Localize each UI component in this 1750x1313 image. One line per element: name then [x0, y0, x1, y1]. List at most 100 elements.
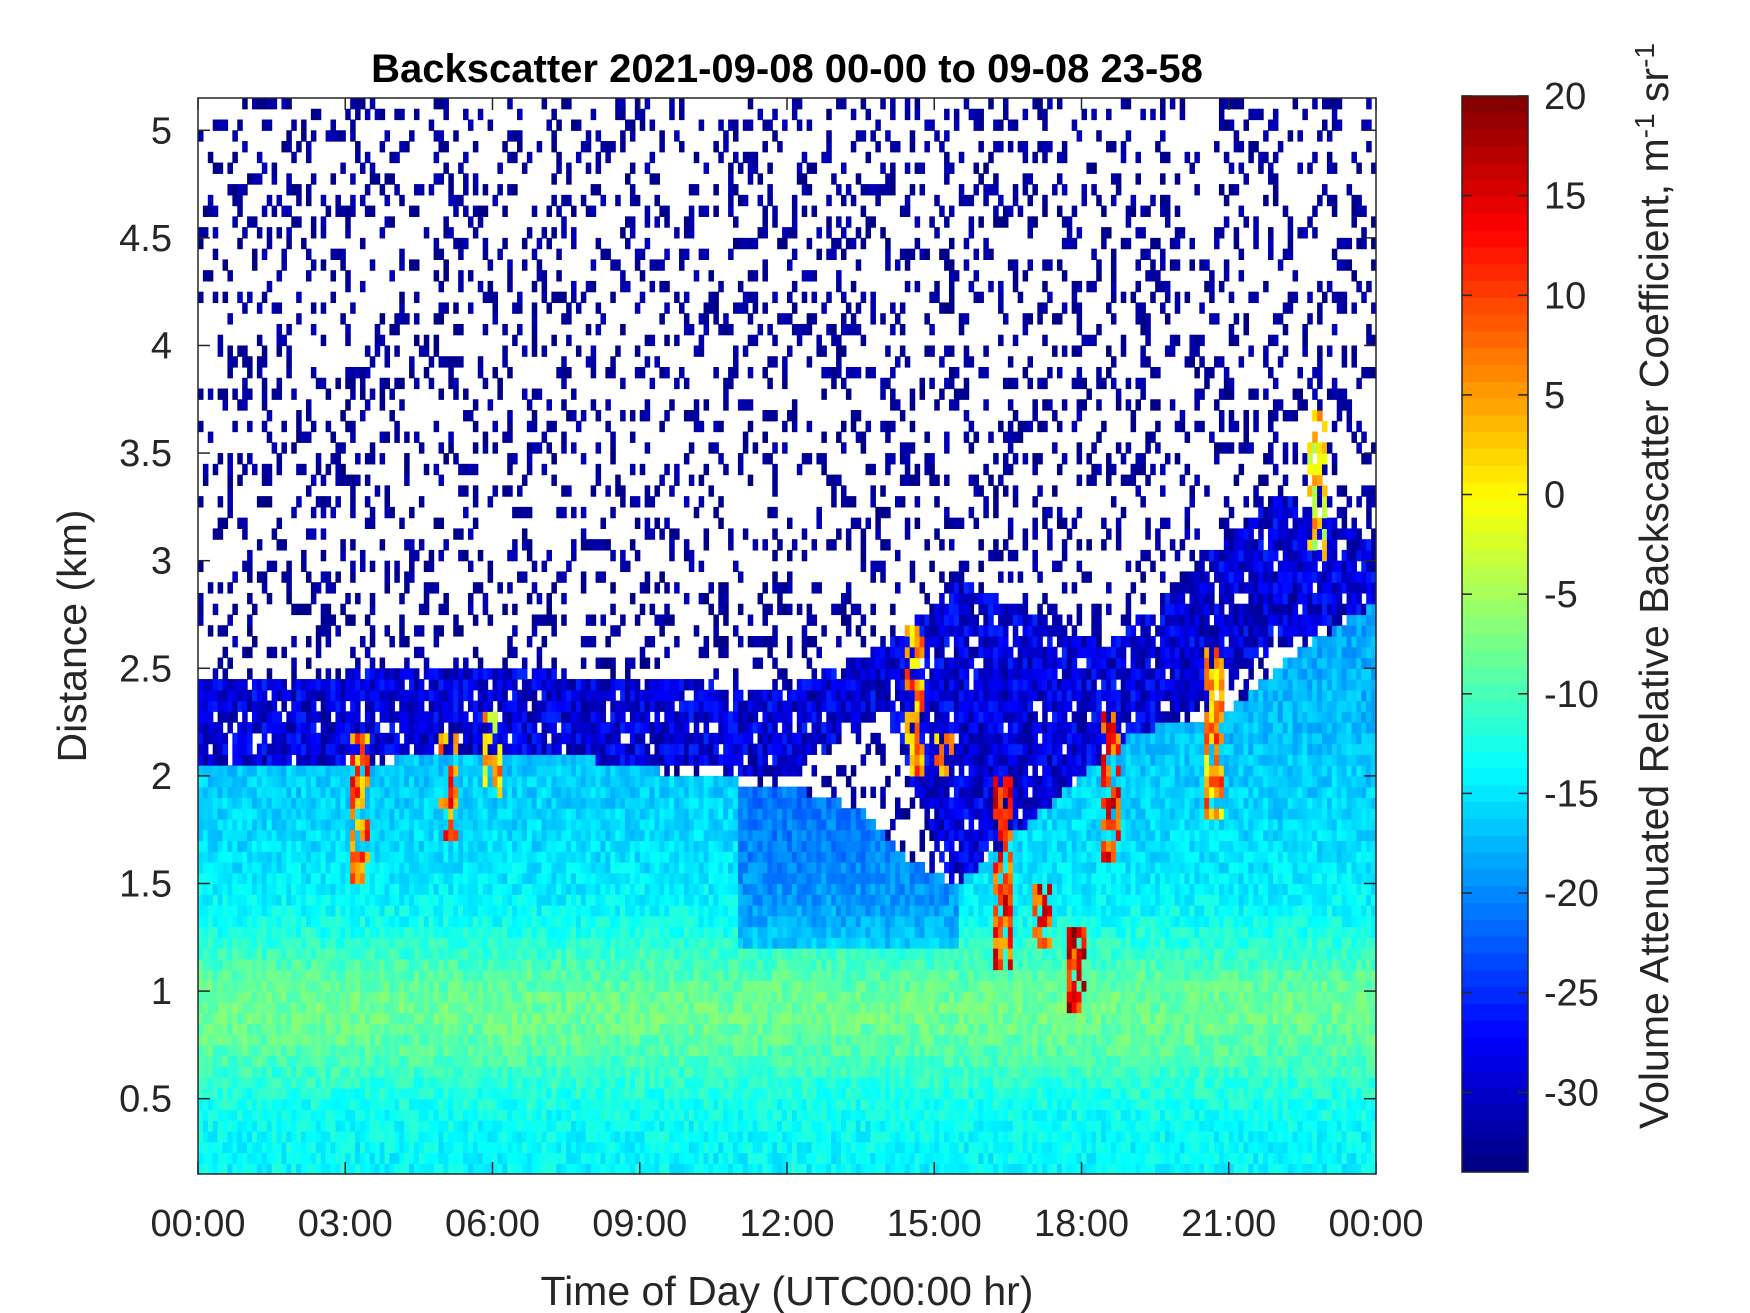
- heatmap-cell: [605, 786, 611, 798]
- heatmap-cell: [291, 216, 297, 228]
- heatmap-cell: [467, 1163, 474, 1174]
- heatmap-cell: [561, 689, 567, 702]
- heatmap-cell: [404, 743, 410, 755]
- heatmap-cell: [212, 1034, 219, 1046]
- heatmap-cell: [291, 1109, 297, 1121]
- heatmap-cell: [428, 872, 435, 885]
- heatmap-cell: [605, 958, 611, 971]
- heatmap-cell: [595, 1001, 602, 1014]
- heatmap-cell: [413, 808, 420, 820]
- heatmap-cell: [453, 786, 459, 798]
- heatmap-cell: [492, 732, 499, 745]
- heatmap-cell: [286, 1120, 292, 1132]
- heatmap-cell: [242, 1001, 248, 1014]
- heatmap-cell: [305, 571, 312, 583]
- heatmap-cell: [256, 1034, 263, 1046]
- heatmap-cell: [620, 722, 626, 734]
- heatmap-cell: [399, 872, 405, 885]
- heatmap-cell: [526, 1055, 533, 1067]
- heatmap-cell: [242, 1034, 248, 1046]
- heatmap-cell: [546, 915, 552, 928]
- heatmap-cell: [438, 743, 445, 755]
- heatmap-cell: [310, 1012, 317, 1024]
- heatmap-cell: [472, 442, 479, 454]
- heatmap-cell: [438, 958, 445, 971]
- heatmap-cell: [433, 1012, 440, 1024]
- heatmap-cell: [615, 905, 621, 917]
- heatmap-cell: [605, 948, 611, 960]
- heatmap-cell: [517, 700, 523, 712]
- heatmap-cell: [286, 1001, 292, 1014]
- heatmap-cell: [325, 754, 332, 766]
- heatmap-cell: [418, 1066, 425, 1078]
- heatmap-cell: [350, 958, 356, 971]
- heatmap-cell: [482, 1087, 489, 1100]
- heatmap-cell: [467, 969, 474, 981]
- heatmap-cell: [472, 1163, 479, 1174]
- heatmap-cell: [551, 797, 557, 809]
- heatmap-cell: [296, 711, 302, 723]
- heatmap-cell: [507, 1152, 513, 1164]
- heatmap-cell: [330, 1055, 337, 1067]
- heatmap-cell: [463, 1055, 469, 1067]
- heatmap-cell: [566, 926, 572, 938]
- heatmap-cell: [271, 689, 278, 702]
- heatmap-cell: [286, 883, 292, 895]
- heatmap-cell: [320, 840, 327, 852]
- heatmap-cell: [620, 958, 626, 971]
- heatmap-cell: [281, 1023, 287, 1035]
- heatmap-cell: [340, 1012, 346, 1024]
- heatmap-cell: [350, 1023, 356, 1035]
- heatmap-cell: [477, 754, 484, 766]
- heatmap-cell: [531, 205, 538, 217]
- heatmap-cell: [497, 162, 503, 174]
- heatmap-cell: [575, 980, 582, 992]
- heatmap-cell: [350, 571, 356, 583]
- heatmap-cell: [364, 818, 371, 831]
- heatmap-cell: [217, 162, 224, 174]
- heatmap-cell: [458, 980, 464, 992]
- heatmap-cell: [291, 184, 297, 196]
- heatmap-cell: [575, 722, 582, 734]
- heatmap-cell: [546, 1055, 552, 1067]
- heatmap-cell: [374, 969, 381, 981]
- heatmap-cell: [487, 948, 494, 960]
- heatmap-cell: [281, 141, 287, 153]
- heatmap-cell: [477, 1152, 484, 1164]
- heatmap-cell: [394, 1087, 400, 1100]
- heatmap-cell: [438, 711, 445, 723]
- heatmap-cell: [433, 1152, 440, 1164]
- heatmap-cell: [580, 1077, 587, 1089]
- heatmap-cell: [335, 915, 341, 928]
- heatmap-cell: [320, 603, 327, 616]
- heatmap-cell: [222, 679, 229, 691]
- heatmap-cell: [580, 958, 587, 971]
- heatmap-cell: [232, 151, 238, 164]
- heatmap-cell: [463, 872, 469, 885]
- heatmap-cell: [517, 291, 523, 304]
- heatmap-cell: [340, 549, 346, 562]
- heatmap-cell: [296, 1152, 302, 1164]
- heatmap-cell: [384, 711, 391, 723]
- heatmap-cell: [526, 1130, 533, 1143]
- heatmap-cell: [198, 808, 204, 820]
- heatmap-cell: [207, 700, 214, 712]
- heatmap-cell: [575, 1120, 582, 1132]
- heatmap-cell: [561, 98, 567, 110]
- heatmap-cell: [487, 829, 494, 842]
- heatmap-cell: [566, 1023, 572, 1035]
- heatmap-cell: [556, 808, 562, 820]
- heatmap-cell: [561, 818, 567, 831]
- heatmap-cell: [320, 1023, 327, 1035]
- heatmap-cell: [217, 894, 224, 906]
- heatmap-cell: [256, 1163, 263, 1174]
- heatmap-cell: [561, 614, 567, 626]
- heatmap-cell: [472, 861, 479, 874]
- heatmap-cell: [261, 797, 268, 809]
- heatmap-cell: [492, 291, 499, 304]
- heatmap-cell: [374, 818, 381, 831]
- heatmap-cell: [310, 958, 317, 971]
- heatmap-cell: [389, 861, 395, 874]
- heatmap-cell: [453, 1141, 459, 1154]
- heatmap-cell: [296, 732, 302, 745]
